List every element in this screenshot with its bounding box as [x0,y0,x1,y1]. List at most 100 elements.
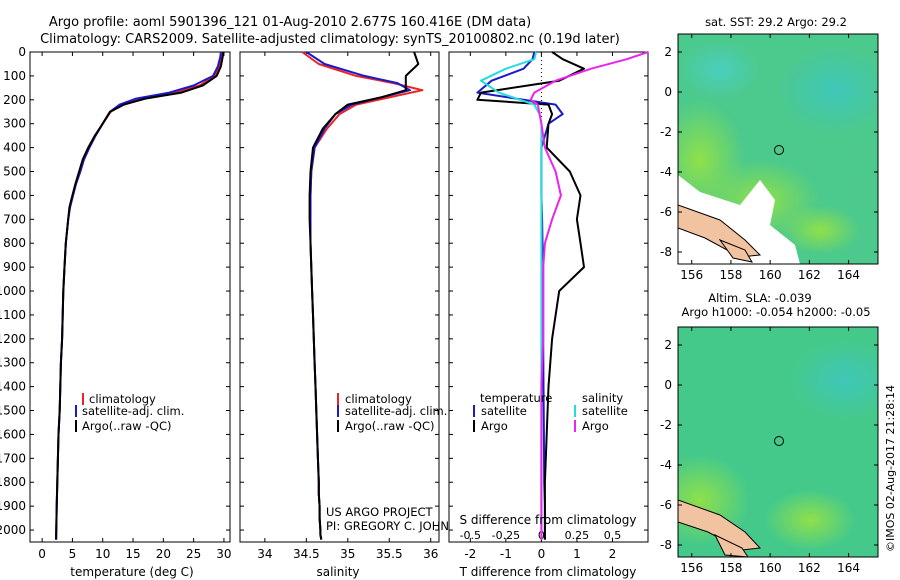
legend-label-climatology: climatology [89,392,156,406]
temperature-panel: 0 5 10 15 20 25 300100200300400500600700800900… [0,45,232,579]
salinity-panel-frame [239,51,440,543]
sla-map-axis-ticks: 156 158 160 162 164 2 0 -2 -4 -6 -8 [660,327,878,575]
temperature-legend: climatology satellite-adj. clim. Argo(..… [75,392,184,433]
sla-map-title-line1: Altim. SLA: -0.039 [708,291,812,305]
coastline [713,533,749,557]
map-x-tick-label: 162 [798,561,821,575]
map-y-tick-label: 0 [664,85,672,99]
map-y-tick-label: -2 [660,418,672,432]
credit-project: US ARGO PROJECT [326,505,434,519]
x-tick-label: -1 [500,547,512,561]
y-tick-label: 600 [3,188,26,202]
temperature-xlabel: temperature (deg C) [70,565,193,579]
difference-xlabel: T difference from climatology [459,565,637,579]
y-tick-label: 0 [18,45,26,59]
y-tick-label: 700 [3,212,26,226]
difference-xlabel-top: S difference from climatology [460,513,637,527]
y-tick-label: 800 [3,236,26,250]
y-tick-label: 100 [3,69,26,83]
x-tick-label: -2 [464,547,476,561]
x-tick-label-top: 0.5 [604,529,622,542]
legend-label-sal-satellite: satellite [582,404,628,418]
temperature-panel-frame [29,51,231,543]
legend-label-temp-argo: Argo [481,419,508,433]
series-line-salinity-argo [529,51,649,540]
map-x-tick-label: 156 [680,268,703,282]
y-tick-label: 1600 [0,427,26,441]
credit-pi: PI: GREGORY C. JOHNSON [326,519,474,533]
legend-label-satellite: satellite-adj. clim. [82,404,184,418]
x-tick-label: 15 [125,547,140,561]
map-x-tick-label: 156 [680,561,703,575]
coastline [718,238,753,263]
map-x-tick-label: 160 [759,268,782,282]
x-tick-label: 5 [69,547,77,561]
sla-low-patch [765,490,855,550]
x-tick-label: 34 [257,547,272,561]
y-tick-label: 1900 [0,499,26,513]
x-tick-label: 0 [38,547,46,561]
map-y-tick-label: -8 [660,538,672,552]
x-tick-label: 34.5 [293,547,320,561]
x-tick-label: 1 [573,547,581,561]
figure-title-line1: Argo profile: aoml 5901396_121 01-Aug-20… [49,15,531,30]
y-tick-label: 1300 [0,356,26,370]
map-y-tick-label: -4 [660,458,672,472]
legend-label-argo: Argo(..raw -QC) [82,419,172,433]
map-x-tick-label: 164 [837,561,860,575]
coastline [678,204,762,258]
sla-map-title-line2: Argo h1000: -0.054 h2000: -0.05 [681,305,870,319]
imos-stamp: ©IMOS 02-Aug-2017 21:28:14 [884,385,897,552]
x-tick-label: 35.5 [376,547,403,561]
legend-label-climatology: climatology [345,392,412,406]
temperature-axis-ticks: 0 5 10 15 20 25 300100200300400500600700800900… [0,45,232,561]
salinity-series [301,51,424,540]
legend-label-temp-satellite: satellite [481,404,527,418]
map-x-tick-label: 158 [719,268,742,282]
map-y-tick-label: -8 [660,245,672,259]
sla-high-patch [790,340,878,420]
temperature-series [55,51,225,540]
legend-label-satellite: satellite-adj. clim. [345,404,447,418]
sst-map [678,34,878,264]
argo-location-marker [774,436,784,446]
series-line-argo [308,51,420,540]
difference-panel: -2 -1 0 1 2-0.5 -0.25 0 0.25 0.5 S difference fr… [448,51,649,579]
legend-label-sal-argo: Argo [582,419,609,433]
sst-map-axis-ticks: 156 158 160 162 164 2 0 -2 -4 -6 -8 [660,34,878,282]
map-y-tick-label: 0 [664,378,672,392]
legend-header-salinity: salinity [582,391,623,405]
y-tick-label: 1100 [0,308,26,322]
map-x-tick-label: 158 [719,561,742,575]
sst-map-frame [677,33,879,265]
argo-location-marker [774,145,784,155]
map-y-tick-label: -6 [660,205,672,219]
legend-header-temperature: temperature [480,391,552,405]
sla-map-frame [677,326,879,558]
salinity-panel: 34 34.5 35 35.5 36 salinity climatology sate… [239,51,474,579]
map-y-tick-label: -2 [660,125,672,139]
map-x-tick-label: 162 [798,268,821,282]
map-x-tick-label: 160 [759,561,782,575]
y-tick-label: 1200 [0,332,26,346]
map-y-tick-label: 2 [664,45,672,59]
difference-legend: temperature salinity satellite Argo sate… [473,391,628,433]
sst-map-title: sat. SST: 29.2 Argo: 29.2 [705,15,847,29]
x-tick-label: 2 [609,547,617,561]
coastline [678,499,762,551]
sla-map [678,327,878,557]
y-tick-label: 1000 [0,284,26,298]
y-tick-label: 200 [3,93,26,107]
salinity-xlabel: salinity [316,565,359,579]
y-tick-label: 1800 [0,475,26,489]
x-tick-label: 0 [538,547,546,561]
sst-warm-patch [775,45,878,135]
y-tick-label: 500 [3,165,26,179]
series-line-temperature-argo [476,51,585,540]
map-x-tick-label: 164 [837,268,860,282]
sst-missing-data [678,175,800,264]
x-tick-label: 10 [95,547,110,561]
series-line-argo [55,51,225,540]
x-tick-label: 36 [423,547,438,561]
